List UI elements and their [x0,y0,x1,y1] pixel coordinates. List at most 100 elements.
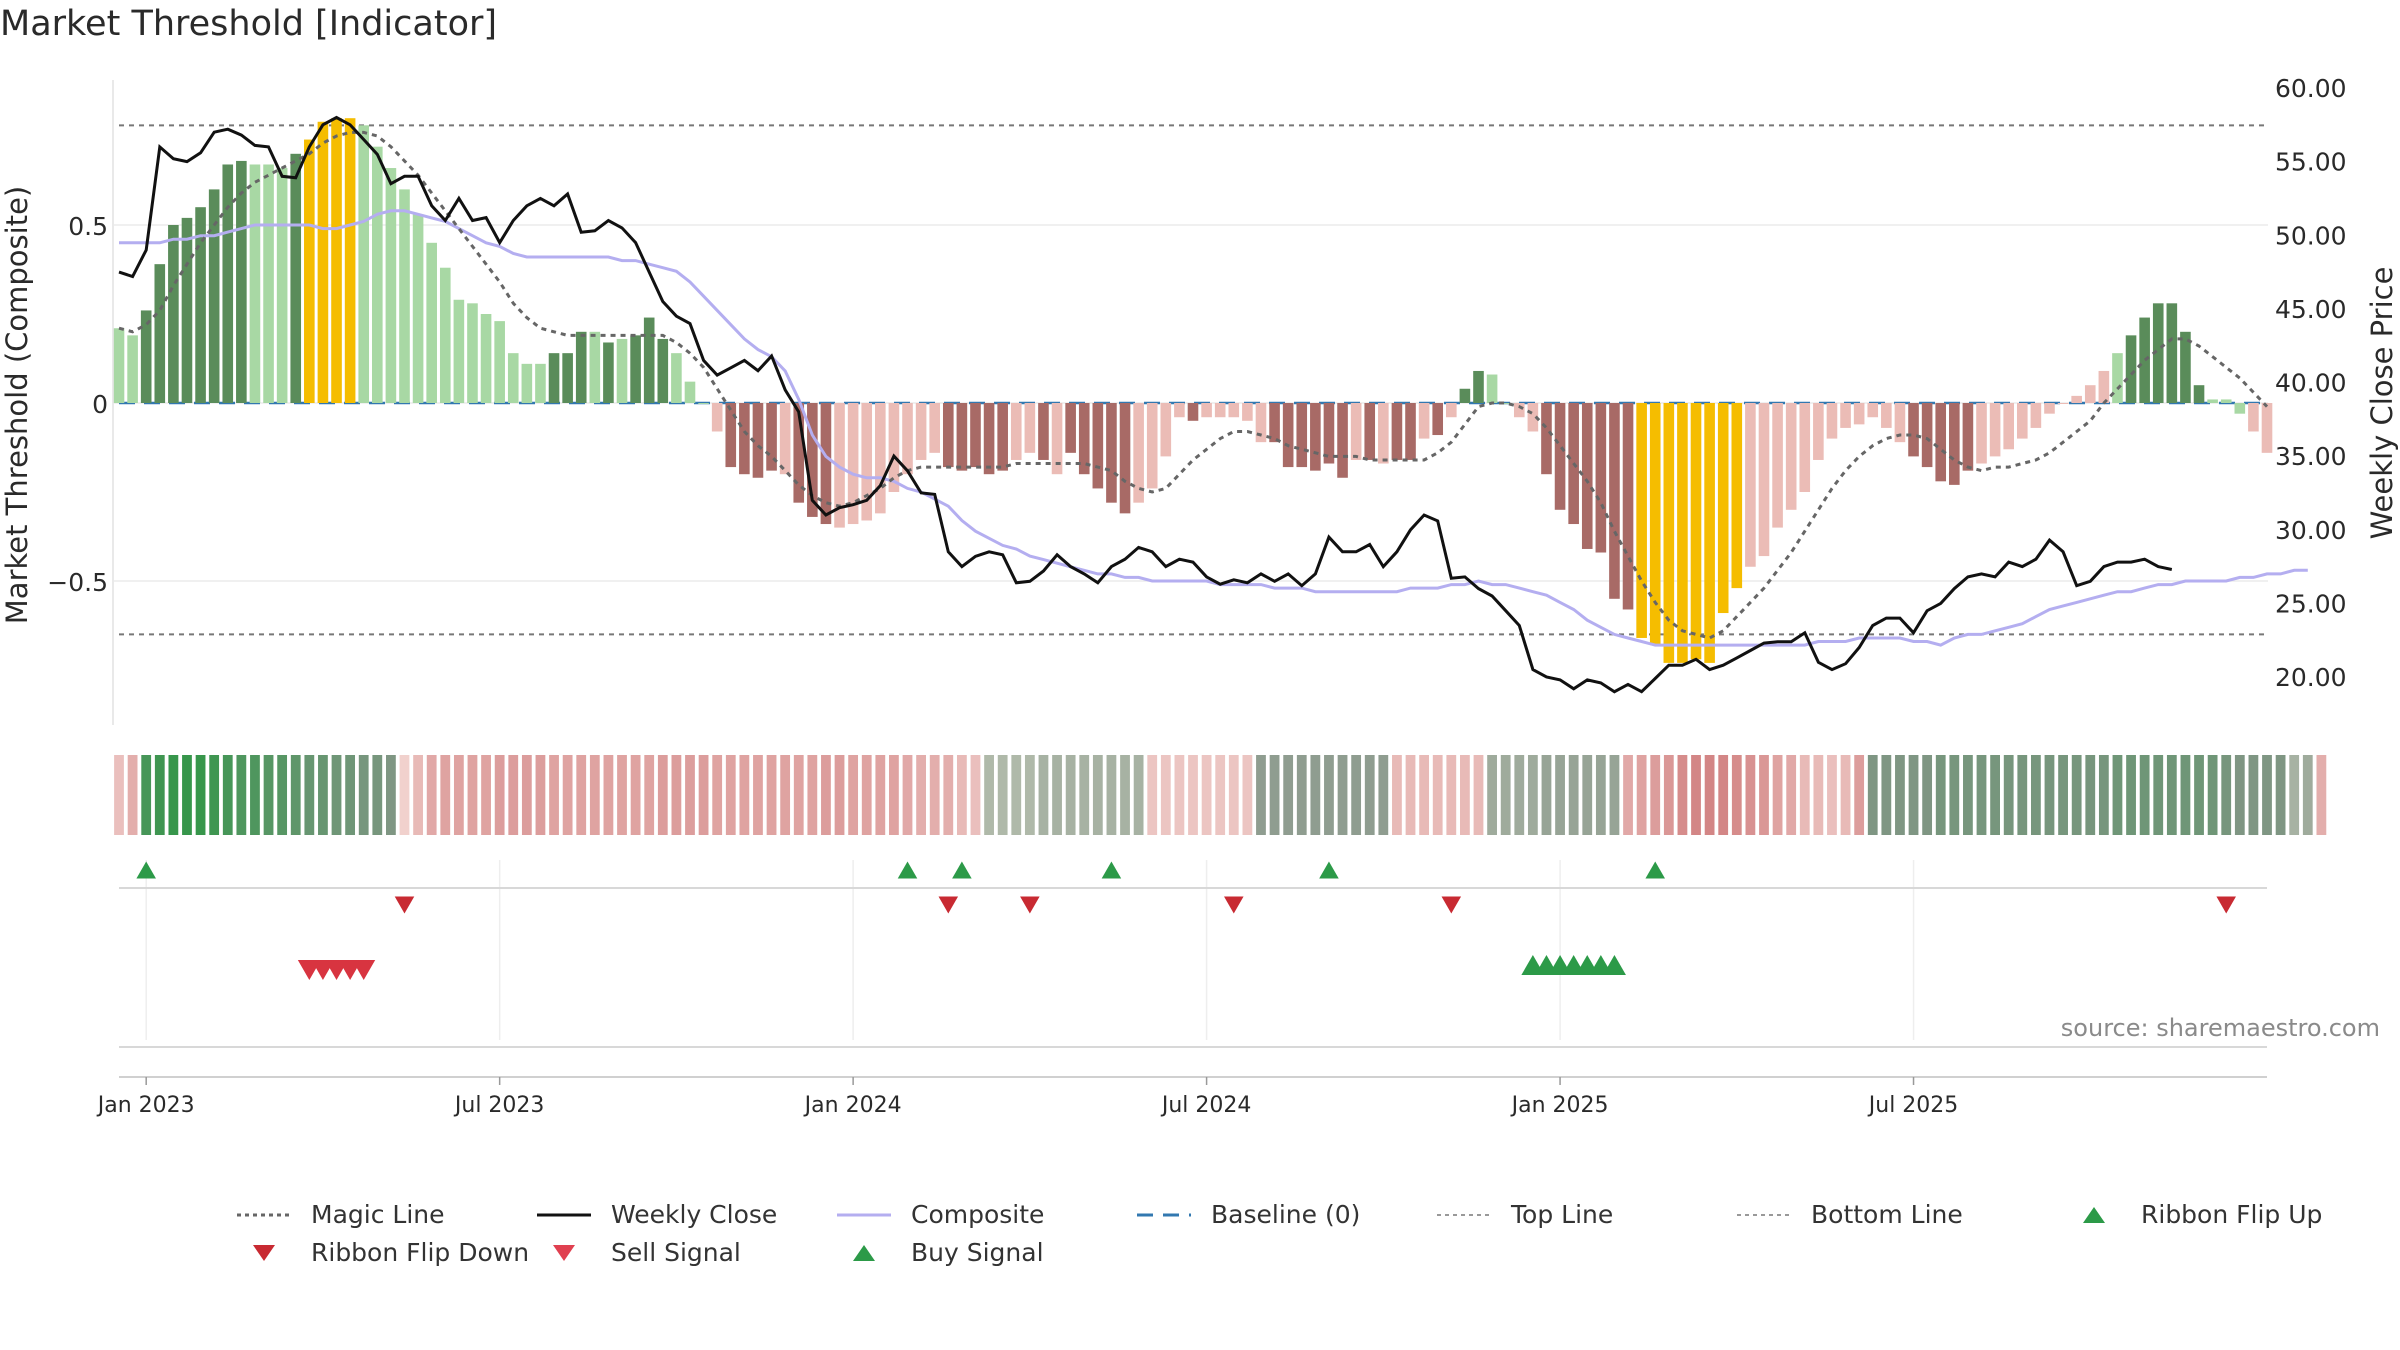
ribbon-cell [1595,755,1606,835]
composite-bar [1690,403,1702,660]
ribbon-cell [1500,755,1511,835]
ribbon-cell [154,755,165,835]
chart-title: Market Threshold [Indicator] [0,4,498,44]
ribbon-cell [1106,755,1117,835]
composite-bar [1106,403,1117,503]
ribbon-cell [1677,755,1688,835]
ribbon-cell [1405,755,1416,835]
ribbon-cell [1840,755,1851,835]
composite-bar [453,299,465,403]
composite-bar [1745,403,1756,567]
ribbon-cell [889,755,899,835]
ribbon-cell [2139,755,2150,835]
composite-bar [1405,403,1416,460]
ribbon-cell [2044,755,2055,835]
composite-bar [1962,403,1974,471]
composite-bar [2057,403,2069,404]
composite-bar [236,160,247,403]
composite-bar [1935,403,1947,482]
y-tick-right: 50.00 [2275,221,2347,250]
composite-bar [317,121,329,403]
composite-bar [1581,403,1593,549]
ribbon-cell [1256,755,1266,835]
composite-bar [2071,395,2082,403]
composite-bar [1799,403,1811,492]
ribbon-cell [521,755,532,835]
ribbon-cell [821,755,831,835]
ribbon-cell [698,755,709,835]
composite-bar [467,303,478,403]
ribbon-cell [1337,755,1348,835]
ribbon-cell [807,755,818,835]
composite-bar [358,125,370,403]
composite-bar [1228,403,1240,418]
composite-bar [1269,403,1280,443]
legend-label: Top Line [1511,1200,1614,1229]
composite-bar [2220,399,2232,403]
ribbon-cell [630,755,641,835]
trend-ribbon [114,755,2327,835]
legend-label: Magic Line [311,1200,445,1229]
legend-swatch [837,1213,891,1216]
x-tick-label: Jul 2023 [453,1093,545,1118]
ribbon-cell [1120,755,1130,835]
ribbon-cell [1487,755,1497,835]
ribbon-cell [1976,755,1987,835]
composite-bar [861,403,873,521]
ribbon-cell [1799,755,1810,835]
ribbon-cell [141,755,152,835]
ribbon-cell [1460,755,1470,835]
composite-bar [1949,403,1960,485]
composite-bar [1242,403,1253,421]
weekly-close-line [118,115,2173,694]
y-tick-left: 0.5 [68,212,108,241]
composite-line [119,209,2308,647]
ribbon-cell [2030,755,2041,835]
ribbon-cell [929,755,940,835]
ribbon-cell [1473,755,1484,835]
composite-bars [113,118,2273,663]
composite-bar [616,338,628,403]
ribbon-flip-down-marker [1020,896,1040,914]
magic-line [118,130,2269,640]
ribbon-cell [1351,755,1362,835]
composite-bar [1513,403,1525,418]
ribbon-cell [712,755,723,835]
ribbon-cell [372,755,383,835]
ribbon-cell [834,755,845,835]
ribbon-cell [1242,755,1253,835]
ribbon-cell [916,755,926,835]
ribbon-cell [399,755,410,835]
composite-bar [1078,403,1090,475]
ribbon-flip-up-marker [136,861,156,879]
ribbon-cell [168,755,179,835]
composite-bar [1908,403,1919,457]
composite-bar [684,381,696,403]
composite-bar [1160,403,1172,457]
x-tick-label: Jan 2025 [1510,1093,1609,1118]
ribbon-cell [1011,755,1022,835]
ribbon-cell [2003,755,2014,835]
composite-bar [1486,374,1498,403]
ribbon-cell [318,755,328,835]
composite-bar [1146,403,1158,489]
composite-bar [507,353,519,403]
composite-bar [1853,403,1865,425]
composite-bar [1459,388,1471,403]
legend-label: Baseline (0) [1211,1200,1361,1229]
ribbon-cell [250,755,260,835]
legend-label: Sell Signal [611,1238,741,1267]
ribbon-cell [1092,755,1103,835]
legend-swatch [1137,1213,1191,1216]
ribbon-cell [1283,755,1294,835]
ribbon-cell [236,755,247,835]
y-axis-label-right: Weekly Close Price [2365,267,2399,540]
legend-item: Bottom Line [1735,1200,1963,1229]
ribbon-cell [1419,755,1430,835]
composite-bar [1758,403,1770,557]
composite-bar [1446,403,1457,418]
ribbon-flip-down-marker [394,896,415,914]
ribbon-cell [304,755,315,835]
ribbon-cell [1296,755,1307,835]
ribbon-cell [902,755,913,835]
